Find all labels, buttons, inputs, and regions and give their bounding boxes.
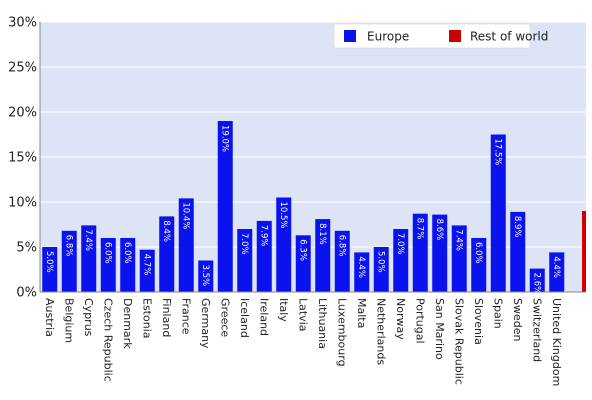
y-axis: 0% 5% 10% 15% 20% 25% 30% [8, 16, 41, 301]
x-tick-label: Norway [394, 298, 407, 340]
bar [315, 219, 331, 292]
x-axis: Austria Belgium Cyprus Czech Republic Denmar… [40, 291, 586, 386]
y-tick-label: 30% [8, 16, 37, 31]
x-tick-label: United Kingdom [550, 298, 563, 386]
bar [412, 213, 428, 292]
bar-value-label: 7.0% [239, 233, 249, 255]
bar-value-label: 8.4% [161, 220, 171, 242]
bar [529, 268, 545, 292]
legend-box [333, 23, 531, 49]
bar-value-label: 6.0% [122, 242, 132, 264]
bar-value-label: 2.6% [531, 273, 541, 295]
y-tick-label: 25% [8, 61, 37, 76]
bar [198, 260, 214, 292]
y-tick-label: 0% [16, 286, 37, 301]
bar-value-label: 6.8% [336, 235, 346, 257]
x-tick-label: Netherlands [374, 298, 387, 365]
bar-value-label: 10.5% [278, 202, 288, 229]
bar-value-label: 4.4% [356, 256, 366, 278]
bar-value-label: 4.4% [551, 256, 561, 278]
bar [61, 230, 77, 292]
x-tick-label: France [179, 298, 192, 335]
bar-value-label: 7.0% [395, 233, 405, 255]
bar [432, 214, 448, 292]
x-tick-label: Switzerland [530, 298, 543, 362]
bar-value-label: 10.4% [180, 202, 190, 229]
x-tick-label: Sweden [511, 298, 524, 341]
bar [100, 238, 116, 292]
y-tick-label: 5% [16, 241, 37, 256]
bar-value-label: 19.0% [219, 125, 229, 152]
bar [256, 220, 272, 292]
bar [120, 238, 136, 292]
x-tick-label: Luxembourg [335, 298, 348, 367]
bar [81, 225, 97, 292]
bar [42, 247, 58, 292]
bar-value-label: 6.8% [63, 235, 73, 257]
x-tick-label: Iceland [238, 298, 251, 338]
x-tick-label: Estonia [140, 298, 153, 339]
x-tick-label: Ireland [257, 298, 270, 336]
y-tick-label: 10% [8, 196, 37, 211]
bar-value-label: 6.0% [473, 242, 483, 264]
legend-swatch-rest-of-world [449, 30, 461, 42]
bar [582, 211, 586, 292]
x-tick-label: Belgium [62, 298, 75, 343]
x-tick-label: Austria [43, 298, 56, 337]
bar-value-label: 8.1% [317, 223, 327, 245]
bar [549, 252, 565, 292]
bar [217, 121, 233, 292]
x-tick-label: Finland [160, 298, 173, 337]
bar [354, 252, 370, 292]
bar [451, 225, 467, 292]
bars: 5.0% 6.8% 7.4% 6.0% 6.0% 4.7% 8.4% 10.4% 3.5% 19.… [42, 121, 586, 294]
x-tick-label: Latvia [296, 298, 309, 332]
x-tick-label: Italy [277, 298, 290, 322]
x-tick-label: Denmark [121, 298, 134, 349]
bar-value-label: 6.3% [297, 239, 307, 261]
bar [393, 229, 409, 292]
legend-label-rest-of-world: Rest of world [470, 30, 548, 44]
bar-value-label: 17.5% [492, 139, 502, 166]
bar [471, 238, 487, 292]
bar-value-label: 7.9% [258, 225, 268, 247]
bar [139, 249, 155, 292]
bar [237, 229, 253, 292]
bar [276, 197, 292, 292]
x-tick-label: Czech Republic [101, 298, 114, 382]
x-tick-label: Germany [199, 298, 212, 349]
x-tick-label: Slovenia [472, 298, 485, 345]
x-tick-label: Slovak Republic [452, 298, 465, 385]
x-tick-label: Malta [355, 298, 368, 328]
bar [510, 211, 526, 292]
bar-value-label: 4.7% [141, 254, 151, 276]
bar-value-label: 8.6% [434, 219, 444, 241]
bar-value-label: 5.0% [375, 251, 385, 273]
legend: Europe Rest of world [333, 23, 548, 49]
x-tick-label: Cyprus [82, 298, 95, 337]
x-tick-label: Spain [491, 298, 504, 329]
x-tick-label: San Marino [433, 298, 446, 360]
bar [295, 235, 311, 292]
x-tick-label: Greece [218, 298, 231, 337]
bar-value-label: 3.5% [200, 265, 210, 287]
bar [334, 230, 350, 292]
y-tick-label: 20% [8, 106, 37, 121]
bar [178, 198, 194, 292]
bar [373, 247, 389, 292]
y-tick-label: 15% [8, 151, 37, 166]
bar-value-label: 5.0% [44, 251, 54, 273]
x-tick-label: Portugal [413, 298, 426, 344]
bar-value-label: 8.7% [414, 218, 424, 240]
legend-label-europe: Europe [367, 30, 409, 44]
bar [159, 216, 175, 292]
bar-value-label: 8.9% [512, 216, 522, 238]
bar-value-label: 7.4% [453, 229, 463, 251]
bar-value-label: 6.0% [102, 242, 112, 264]
legend-swatch-europe [344, 30, 356, 42]
x-tick-label: Lithuania [316, 298, 329, 349]
bar-value-label: 7.4% [83, 229, 93, 251]
bar [490, 134, 506, 292]
